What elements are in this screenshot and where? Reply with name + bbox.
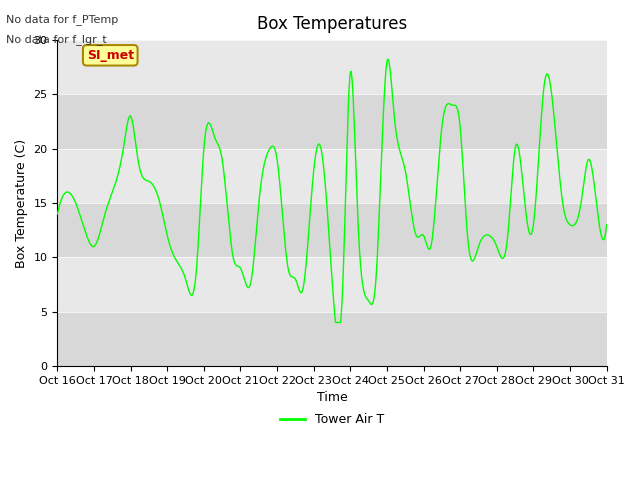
- Text: SI_met: SI_met: [86, 49, 134, 62]
- Text: No data for f_lgr_t: No data for f_lgr_t: [6, 34, 107, 45]
- Bar: [58, 40, 607, 95]
- Text: No data for f_PTemp: No data for f_PTemp: [6, 14, 118, 25]
- X-axis label: Time: Time: [317, 391, 348, 404]
- Title: Box Temperatures: Box Temperatures: [257, 15, 407, 33]
- Bar: [58, 149, 607, 203]
- Legend: Tower Air T: Tower Air T: [275, 408, 389, 432]
- Bar: [58, 95, 607, 149]
- Bar: [58, 203, 607, 257]
- Bar: [58, 312, 607, 366]
- Y-axis label: Box Temperature (C): Box Temperature (C): [15, 138, 28, 267]
- Bar: [58, 257, 607, 312]
